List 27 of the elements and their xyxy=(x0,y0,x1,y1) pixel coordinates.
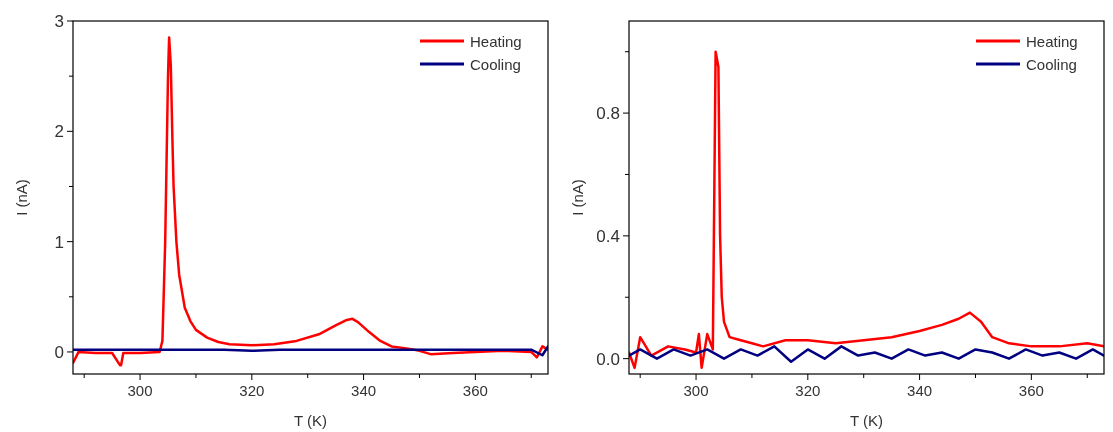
line-series xyxy=(629,50,1104,370)
legend-label: Cooling xyxy=(1026,56,1077,73)
y-tick-label: 1 xyxy=(54,232,64,252)
line-series xyxy=(73,36,548,367)
x-axis-title: T (K) xyxy=(293,412,328,429)
legend-label: Cooling xyxy=(470,56,521,73)
y-tick-label: 0.4 xyxy=(596,226,620,246)
x-axis-title: T (K) xyxy=(849,412,884,429)
legend-label: Heating xyxy=(1026,33,1078,50)
x-tick-label: 300 xyxy=(683,382,709,399)
x-tick-label: 320 xyxy=(795,382,821,399)
x-tick-label: 360 xyxy=(1018,382,1044,399)
y-axis-title: I (nA) xyxy=(13,179,30,216)
y-tick-label: 0.0 xyxy=(596,349,620,369)
x-tick-label: 300 xyxy=(127,382,153,399)
y-tick-label: 3 xyxy=(54,12,64,31)
legend-label: Heating xyxy=(470,33,522,50)
line-series xyxy=(629,345,1104,363)
x-tick-label: 340 xyxy=(907,382,933,399)
y-axis-title: I (nA) xyxy=(569,179,586,216)
x-tick-label: 340 xyxy=(351,382,377,399)
y-tick-label: 0 xyxy=(54,342,64,362)
x-tick-label: 320 xyxy=(239,382,265,399)
y-tick-label: 2 xyxy=(54,122,64,142)
y-tick-label: 0.8 xyxy=(596,104,620,124)
line-series xyxy=(73,345,548,357)
x-tick-label: 360 xyxy=(462,382,488,399)
